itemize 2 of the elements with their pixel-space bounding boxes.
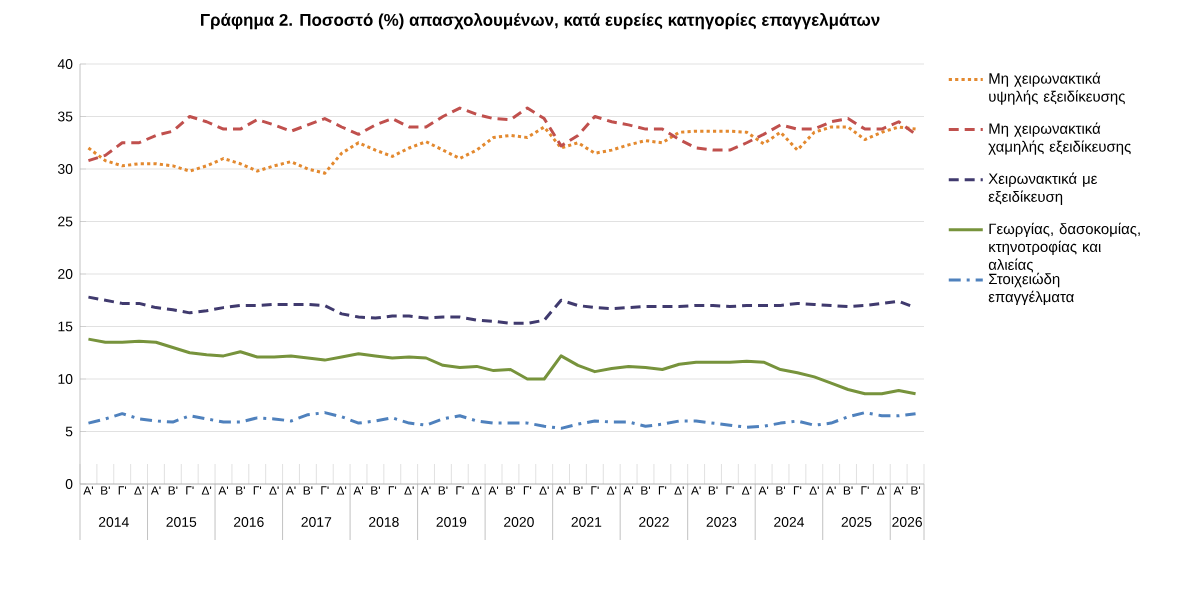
chart-title: Γράφημα 2. Ποσοστό (%) απασχολουμένων, κατά ευρείες κατηγορίες επαγγελμάτων [201,13,880,30]
line-series [86,106,918,163]
